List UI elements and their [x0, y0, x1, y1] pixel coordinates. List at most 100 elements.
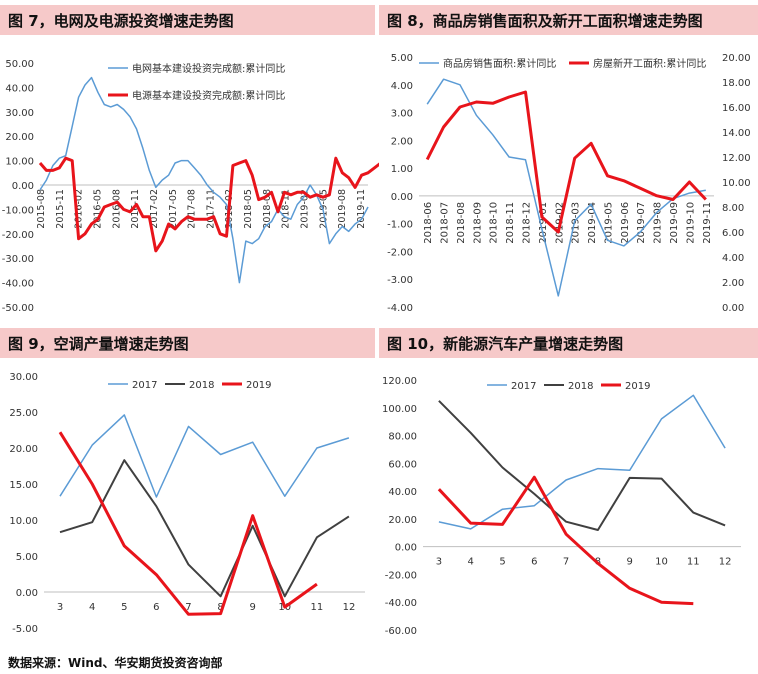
x-tick-label: 6: [531, 557, 537, 568]
x-tick-label: 2017-08: [187, 189, 198, 229]
y-tick-label: 30.00: [5, 108, 34, 119]
y-tick-label: 5.00: [16, 552, 38, 563]
x-tick-label: 2019-11: [702, 202, 713, 244]
series-line-2: [38, 156, 379, 253]
y2-tick-label: 2.00: [722, 278, 744, 289]
y-tick-label: -1.00: [387, 220, 413, 231]
x-tick-label: 10: [655, 557, 668, 568]
x-tick-label: 7: [185, 602, 191, 613]
chart-title: 图 8，商品房销售面积及新开工面积增速走势图: [387, 12, 703, 30]
series-line-1: [438, 394, 726, 530]
y-tick-label: -2.00: [387, 247, 413, 258]
x-tick-label: 2019-08: [337, 189, 348, 229]
legend-label: 电网基本建设投资完成额:累计同比: [132, 62, 285, 75]
y2-tick-label: 0.00: [722, 303, 744, 314]
legend-label: 2018: [568, 381, 593, 392]
chart-panel-9: 图 9，空调产量增速走势图 30.00 25.00 20.00 15.00 10.00 5…: [0, 325, 379, 645]
x-tick-label: 2018-09: [472, 202, 483, 244]
x-tick-label: 2015-08: [36, 189, 47, 229]
y-tick-label: -40.00: [2, 279, 34, 290]
x-tick-label: 2018-07: [440, 202, 451, 244]
x-tick-label: 2019-05: [603, 202, 614, 244]
x-tick-label: 11: [310, 602, 323, 613]
y2-tick-label: 16.00: [722, 103, 751, 114]
series-line-2: [425, 90, 707, 234]
chart-8-svg: 5.00 4.00 3.00 2.00 1.00 0.00 -1.00 -2.00 -3.00 -…: [387, 53, 751, 314]
y-tick-label: 0.00: [16, 588, 38, 599]
x-tick-label: 5: [121, 602, 127, 613]
chart-title: 图 9，空调产量增速走势图: [8, 335, 189, 353]
x-tick-label: 2018-08: [456, 202, 467, 244]
series-line-2: [59, 459, 350, 598]
y2-tick-label: 18.00: [722, 78, 751, 89]
source-footer: 数据来源：Wind、华安期货投资咨询部: [8, 656, 223, 670]
chart-9-svg: 30.00 25.00 20.00 15.00 10.00 5.00 0.00 -5.00 3 4…: [9, 372, 365, 635]
x-tick-label: 2019-06: [620, 202, 631, 244]
x-tick-label: 2018-11: [281, 189, 292, 229]
y-tick-label: 0.00: [12, 181, 34, 192]
series-line-1: [426, 78, 706, 297]
x-tick-label: 5: [499, 557, 505, 568]
x-tick-label: 2017-02: [149, 189, 160, 229]
x-tick-label: 2019-02: [300, 189, 311, 229]
legend-label: 2019: [625, 381, 650, 392]
x-tick-label: 2019-04: [587, 202, 598, 244]
x-tick-label: 2018-06: [423, 202, 434, 244]
y-tick-label: -20.00: [385, 570, 417, 581]
y-tick-label: 0.00: [395, 543, 417, 554]
legend-label: 2017: [511, 381, 536, 392]
chart-panel-10: 图 10，新能源汽车产量增速走势图 120.00 100.00 80.00 60.00…: [379, 325, 758, 645]
y2-tick-label: 14.00: [722, 128, 751, 139]
y-tick-label: 10.00: [9, 516, 38, 527]
series-line-1: [39, 76, 369, 284]
y-tick-label: -20.00: [2, 230, 34, 241]
y-tick-label: 30.00: [9, 372, 38, 383]
y-tick-label: 0.00: [391, 192, 413, 203]
x-tick-label: 4: [89, 602, 95, 613]
x-tick-label: 6: [153, 602, 159, 613]
x-tick-label: 2019-01: [538, 202, 549, 244]
y-tick-label: -5.00: [12, 624, 38, 635]
y2-tick-label: 10.00: [722, 178, 751, 189]
y2-tick-label: 8.00: [722, 203, 744, 214]
x-tick-label: 2019-08: [653, 202, 664, 244]
y-tick-label: 4.00: [391, 81, 413, 92]
x-tick-label: 2018-11: [505, 202, 516, 244]
y-tick-label: 20.00: [5, 132, 34, 143]
series-line-1: [59, 414, 350, 498]
x-tick-label: 2019-07: [636, 202, 647, 244]
x-tick-label: 8: [217, 602, 223, 613]
series-line-3: [58, 431, 318, 616]
chart-title: 图 7，电网及电源投资增速走势图: [8, 12, 234, 30]
y-tick-label: -50.00: [2, 303, 34, 314]
chart-title-bar: 图 9，空调产量增速走势图: [0, 328, 375, 358]
x-tick-label: 7: [563, 557, 569, 568]
legend-label: 2017: [132, 380, 157, 391]
y-tick-label: 3.00: [391, 109, 413, 120]
x-tick-label: 2018-10: [489, 202, 500, 244]
series-line-3: [437, 475, 694, 606]
x-tick-label: 4: [468, 557, 474, 568]
y-tick-label: 40.00: [388, 487, 417, 498]
x-tick-label: 9: [627, 557, 633, 568]
x-tick-label: 2018-05: [243, 189, 254, 229]
x-tick-label: 2017-11: [205, 189, 216, 229]
chart-panel-7: 图 7，电网及电源投资增速走势图 50.00 40.00 30.00 20.00 10.…: [0, 0, 379, 320]
y-tick-label: 120.00: [382, 376, 417, 387]
y-tick-label: -4.00: [387, 303, 413, 314]
x-tick-label: 2019-05: [318, 189, 329, 229]
x-tick-label: 9: [249, 602, 255, 613]
chart-10-svg: 120.00 100.00 80.00 60.00 40.00 20.00 0.00 -20.…: [382, 376, 741, 637]
y2-tick-label: 12.00: [722, 153, 751, 164]
x-tick-label: 11: [687, 557, 700, 568]
x-tick-label: 2015-11: [55, 189, 66, 229]
y-tick-label: -60.00: [385, 626, 417, 637]
legend-label: 商品房销售面积:累计同比: [443, 57, 556, 70]
legend-label: 2019: [246, 380, 271, 391]
y-tick-label: 15.00: [9, 480, 38, 491]
chart-title: 图 10，新能源汽车产量增速走势图: [387, 335, 624, 353]
y-tick-label: 60.00: [388, 459, 417, 470]
y-tick-label: -10.00: [2, 205, 34, 216]
series-line-2: [438, 400, 726, 531]
x-tick-label: 2018-12: [522, 202, 533, 244]
